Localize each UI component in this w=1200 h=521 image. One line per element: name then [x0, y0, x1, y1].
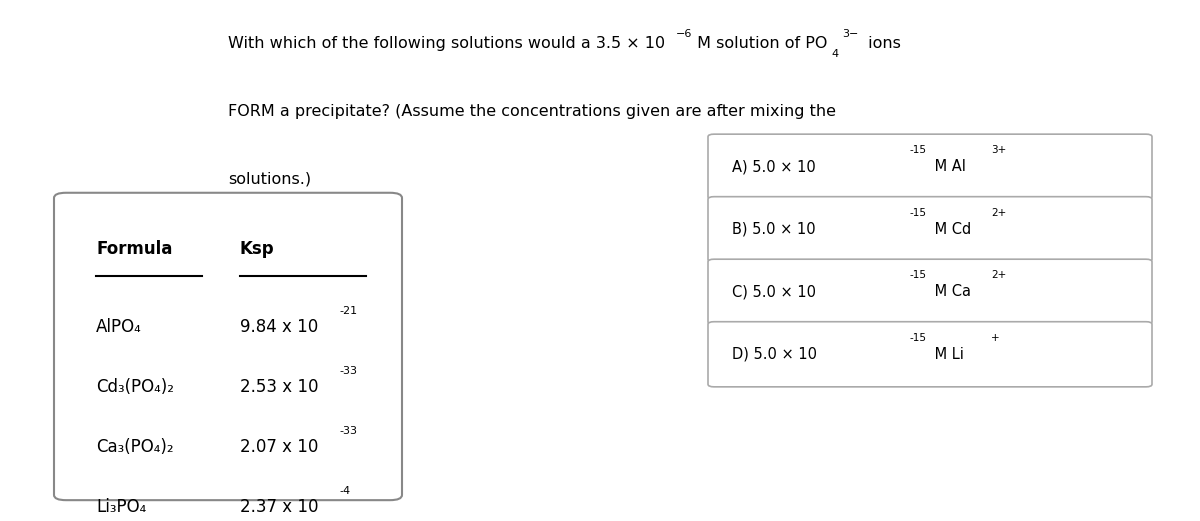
Text: M Li: M Li [930, 347, 964, 362]
Text: C) 5.0 × 10: C) 5.0 × 10 [732, 284, 816, 299]
Text: -33: -33 [340, 366, 358, 376]
Text: 2.37 x 10: 2.37 x 10 [240, 498, 318, 516]
Text: Ca₃(PO₄)₂: Ca₃(PO₄)₂ [96, 438, 174, 456]
Text: +: + [991, 332, 1000, 343]
Text: M solution of PO: M solution of PO [692, 36, 828, 52]
Text: -33: -33 [340, 426, 358, 436]
Text: -15: -15 [910, 332, 926, 343]
Text: 3+: 3+ [991, 145, 1007, 155]
Text: FORM a precipitate? (Assume the concentrations given are after mixing the: FORM a precipitate? (Assume the concentr… [228, 104, 836, 119]
Text: -15: -15 [910, 207, 926, 218]
FancyBboxPatch shape [708, 321, 1152, 387]
Text: A) 5.0 × 10: A) 5.0 × 10 [732, 159, 816, 174]
Text: Li₃PO₄: Li₃PO₄ [96, 498, 146, 516]
Text: -15: -15 [910, 145, 926, 155]
Text: −6: −6 [676, 29, 692, 39]
Text: 2.07 x 10: 2.07 x 10 [240, 438, 318, 456]
Text: Formula: Formula [96, 240, 173, 258]
Text: -21: -21 [340, 306, 358, 316]
Text: ions: ions [863, 36, 901, 52]
Text: D) 5.0 × 10: D) 5.0 × 10 [732, 347, 817, 362]
Text: solutions.): solutions.) [228, 172, 311, 187]
Text: 2+: 2+ [991, 270, 1007, 280]
Text: 2.53 x 10: 2.53 x 10 [240, 378, 318, 396]
FancyBboxPatch shape [708, 134, 1152, 199]
Text: B) 5.0 × 10: B) 5.0 × 10 [732, 222, 816, 237]
FancyBboxPatch shape [708, 259, 1152, 324]
Text: Ksp: Ksp [240, 240, 275, 258]
Text: Cd₃(PO₄)₂: Cd₃(PO₄)₂ [96, 378, 174, 396]
Text: AlPO₄: AlPO₄ [96, 318, 142, 336]
Text: M Ca: M Ca [930, 284, 971, 299]
FancyBboxPatch shape [708, 196, 1152, 262]
Text: M Al: M Al [930, 159, 966, 174]
Text: 4: 4 [832, 49, 839, 59]
FancyBboxPatch shape [54, 193, 402, 500]
Text: With which of the following solutions would a 3.5 × 10: With which of the following solutions wo… [228, 36, 665, 52]
Text: M Cd: M Cd [930, 222, 971, 237]
Text: 9.84 x 10: 9.84 x 10 [240, 318, 318, 336]
Text: 2+: 2+ [991, 207, 1007, 218]
Text: 3−: 3− [842, 29, 859, 39]
Text: -15: -15 [910, 270, 926, 280]
Text: -4: -4 [340, 486, 350, 496]
